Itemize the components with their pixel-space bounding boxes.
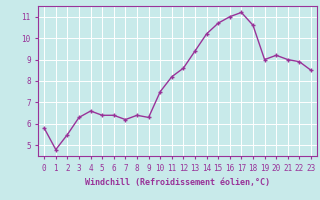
- X-axis label: Windchill (Refroidissement éolien,°C): Windchill (Refroidissement éolien,°C): [85, 178, 270, 187]
